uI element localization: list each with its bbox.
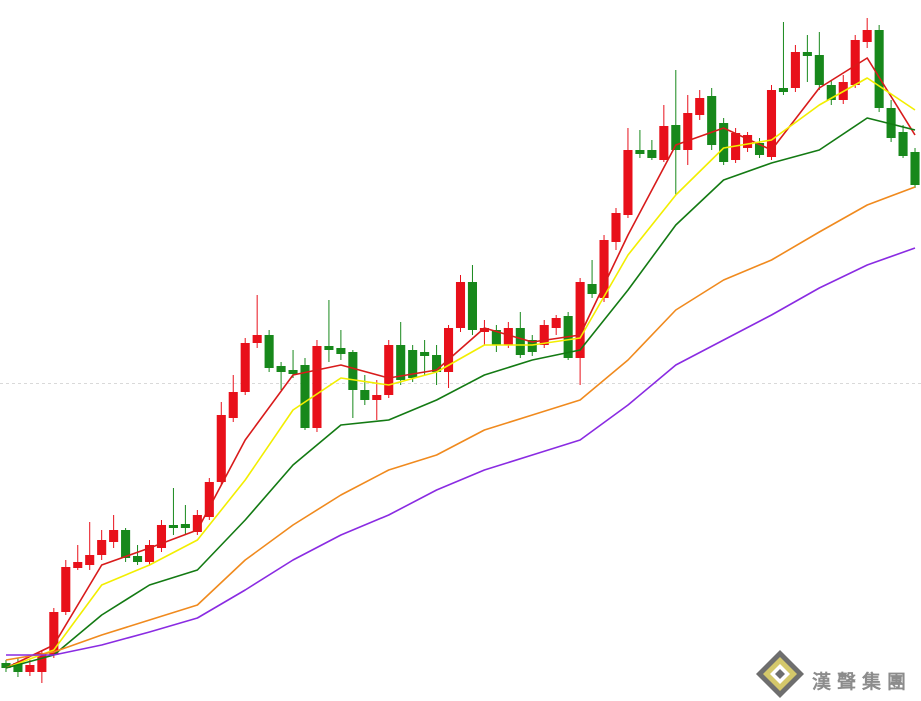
candle-body — [121, 530, 131, 558]
moving-average-line — [6, 247, 916, 656]
candle-body — [156, 525, 167, 548]
candle-body — [348, 352, 358, 390]
candle-body — [13, 663, 23, 672]
candle-body — [623, 150, 633, 215]
candle-body — [300, 365, 310, 428]
candle-body — [252, 335, 262, 343]
moving-average-line — [5, 186, 916, 661]
candle-body — [790, 52, 800, 88]
candle-body — [85, 555, 95, 565]
candle-body — [168, 525, 178, 528]
candle-body — [695, 98, 705, 115]
candle-body — [288, 370, 298, 374]
candle-body — [216, 415, 226, 482]
candle-body — [826, 85, 836, 100]
candle-body — [420, 352, 430, 356]
candle-body — [683, 113, 693, 150]
candle-body — [324, 346, 334, 350]
candle-body — [61, 567, 71, 612]
candle-body — [551, 318, 561, 328]
candle-body — [312, 346, 322, 428]
candle-body — [1, 663, 11, 668]
candle-body — [228, 392, 238, 418]
candle-body — [192, 515, 202, 532]
candle-body — [910, 152, 920, 185]
candle-body — [635, 150, 645, 154]
candle-body — [766, 90, 777, 157]
candle-body — [432, 355, 442, 372]
moving-average-line — [5, 77, 916, 669]
candle-body — [491, 330, 501, 345]
candle-body — [240, 343, 250, 392]
candle-body — [336, 348, 346, 354]
candle-body — [144, 545, 155, 562]
logo — [756, 650, 804, 698]
candle-body — [587, 284, 597, 294]
candle-body — [886, 108, 896, 138]
moving-average-line — [5, 57, 916, 669]
candle-body — [396, 345, 406, 380]
candle-body — [276, 366, 286, 372]
candle-body — [754, 143, 765, 155]
candle-body — [467, 282, 478, 330]
candle-body — [37, 653, 47, 672]
candle-body — [575, 282, 585, 358]
candle-body — [109, 530, 119, 542]
candle-body — [443, 328, 454, 372]
candle-body — [503, 328, 513, 345]
candle-body — [778, 88, 788, 92]
candle-body — [898, 132, 908, 156]
candle-body — [802, 52, 812, 56]
candle-body — [97, 540, 107, 555]
candle-body — [611, 213, 621, 242]
candle-body — [372, 395, 382, 400]
logo-core — [775, 669, 785, 679]
candle-body — [862, 30, 872, 42]
candle-body — [874, 30, 884, 108]
candle-body — [25, 665, 35, 672]
watermark: 漢聲集團 — [812, 670, 912, 693]
candle-body — [204, 482, 214, 517]
candle-body — [659, 126, 669, 160]
candle-body — [719, 123, 729, 162]
candle-body — [264, 335, 274, 368]
candle-body — [515, 328, 525, 355]
candle-body — [133, 556, 143, 562]
moving-average-line — [5, 117, 916, 669]
candle-body — [360, 390, 370, 400]
candle-body — [73, 562, 83, 568]
candle-body — [527, 340, 537, 352]
candle-body — [850, 40, 860, 85]
candle-body — [180, 524, 190, 528]
plot-area — [1, 18, 920, 683]
candle-body — [384, 345, 394, 395]
candle-body — [671, 125, 681, 150]
candle-body — [408, 350, 418, 378]
candle-body — [647, 150, 657, 158]
candle-body — [479, 328, 489, 332]
candle-body — [49, 612, 59, 655]
candle-body — [814, 55, 824, 85]
candle-body — [539, 325, 549, 345]
candle-body — [743, 135, 753, 148]
candle-body — [707, 96, 717, 145]
candle-body — [599, 240, 609, 298]
candle-body — [455, 282, 466, 328]
